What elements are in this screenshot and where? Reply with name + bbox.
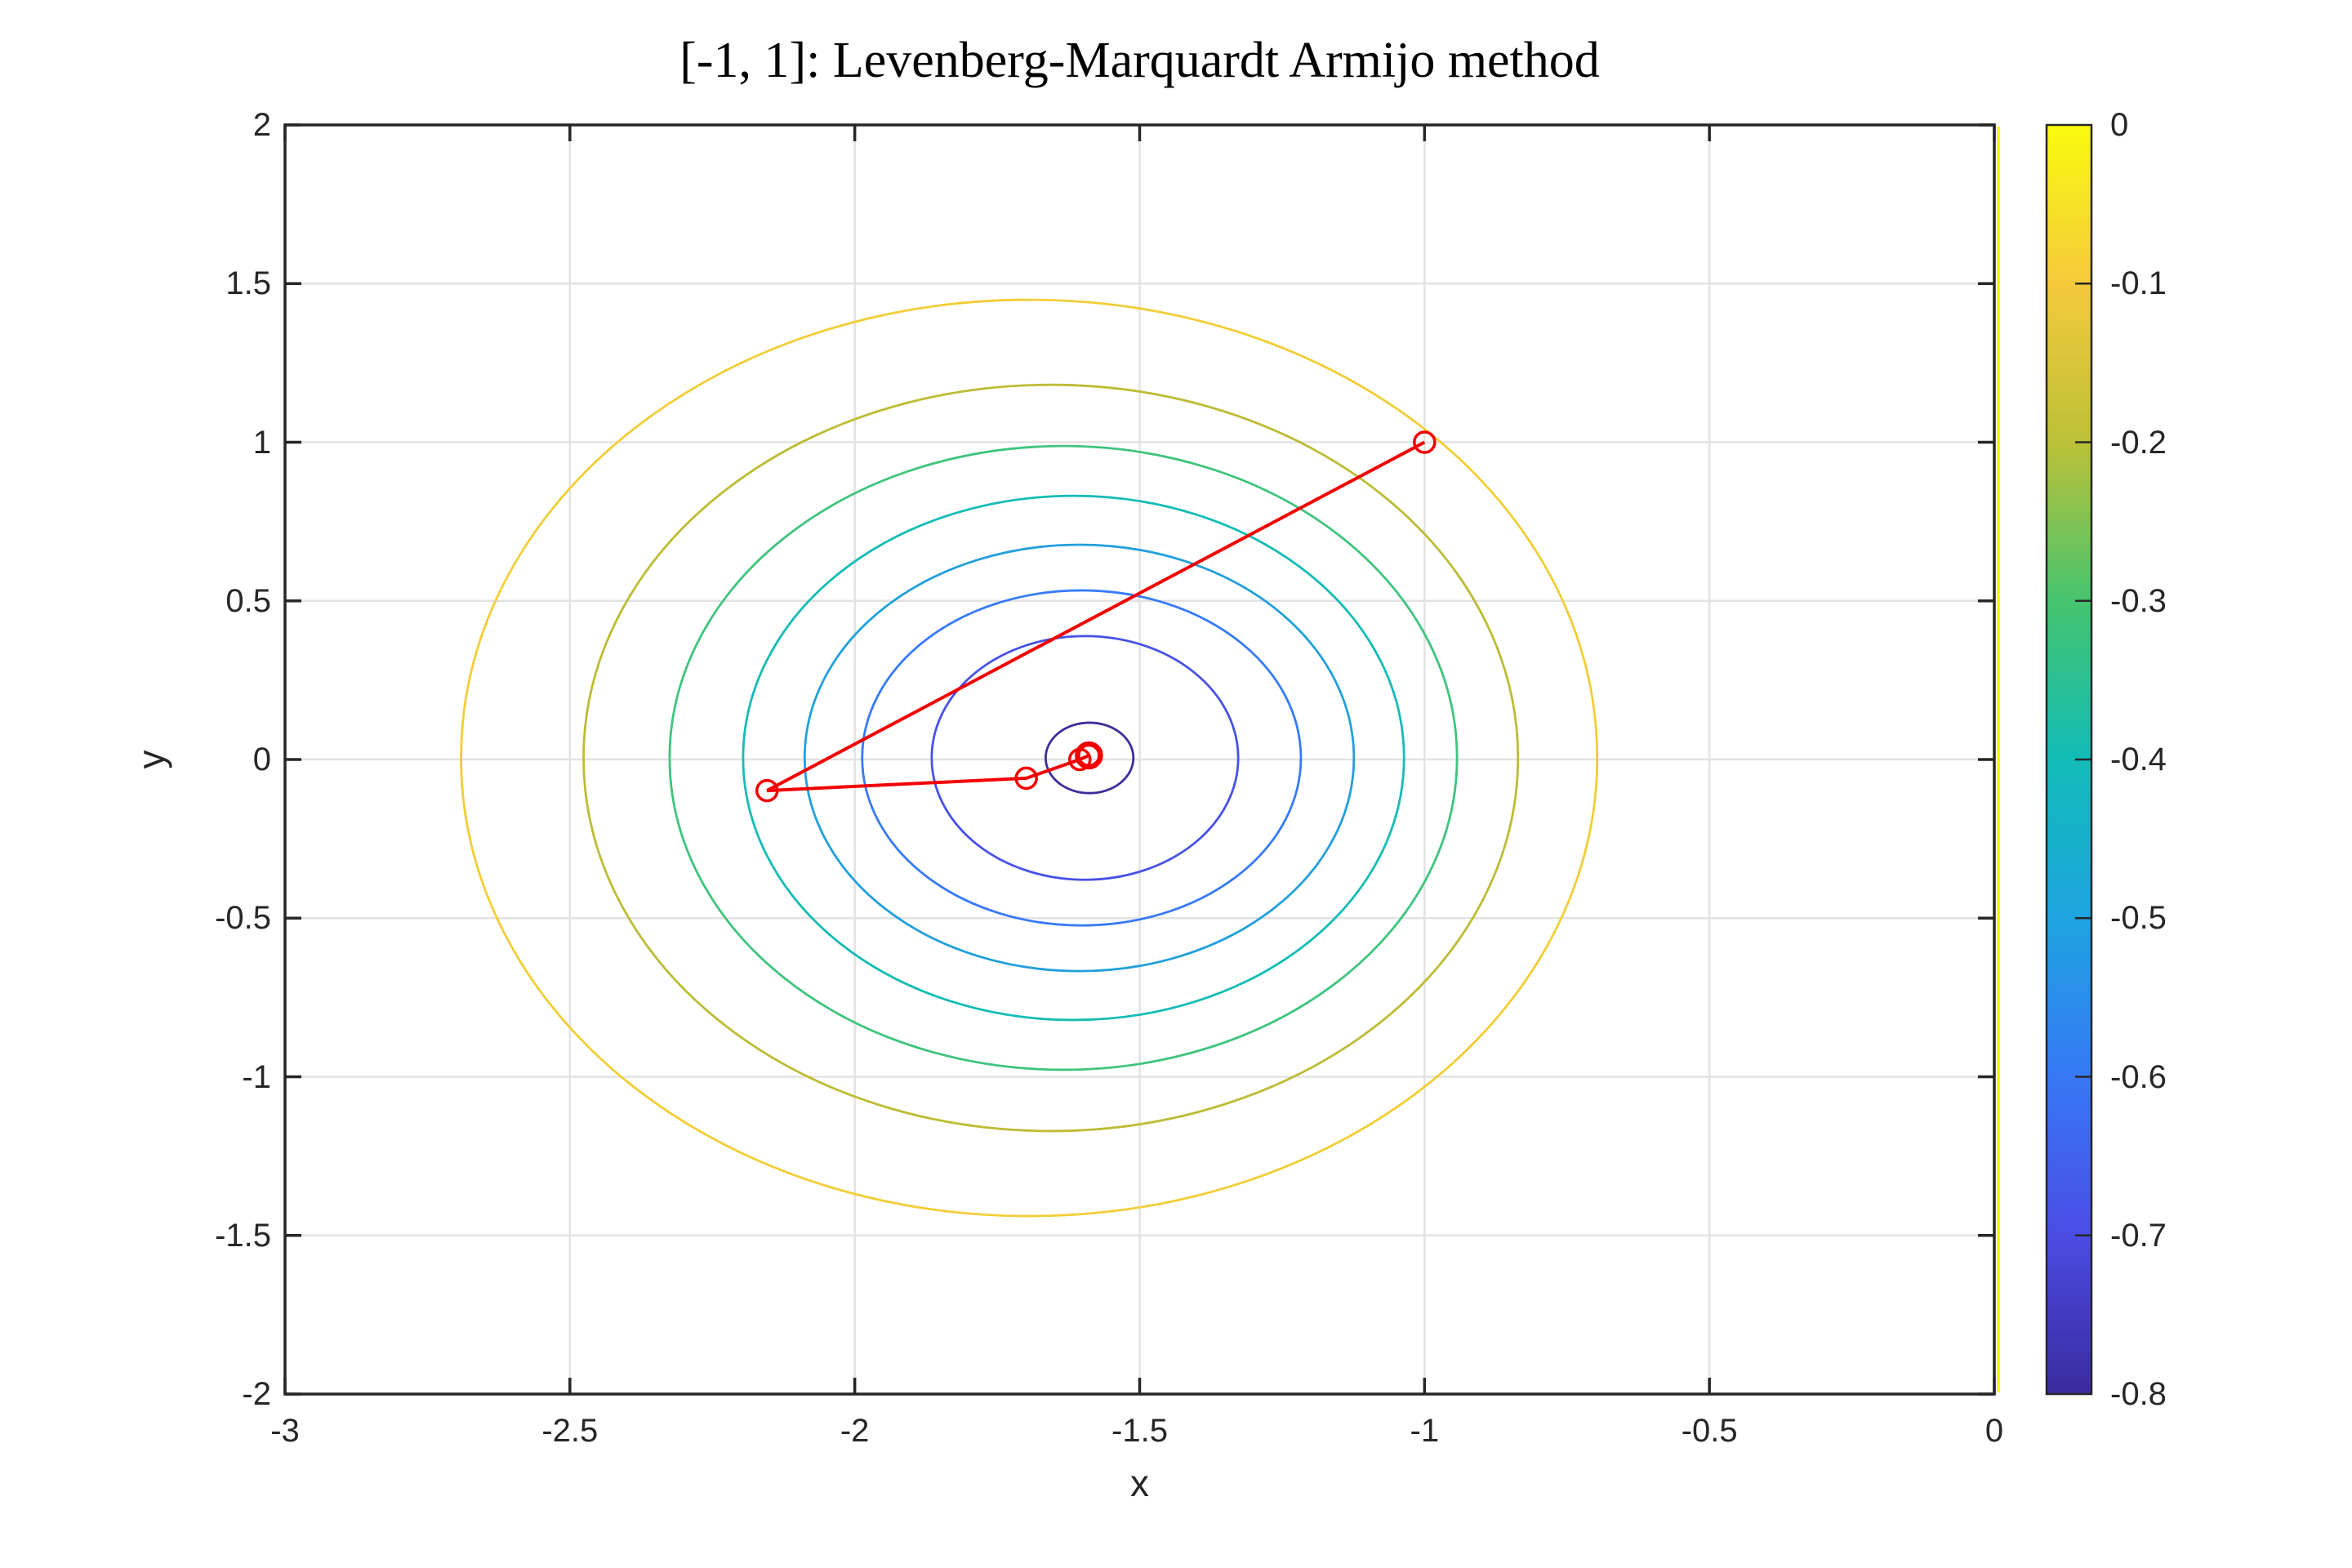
contour-ring xyxy=(742,494,1405,1022)
path-marker xyxy=(1014,766,1038,791)
colorbar-tick-label: 0 xyxy=(2110,107,2129,143)
x-tick-label: -1.5 xyxy=(1111,1413,1168,1449)
colorbar-tick-label: -0.2 xyxy=(2110,424,2167,461)
contour-ring xyxy=(668,444,1459,1071)
contour-ring xyxy=(460,298,1599,1218)
y-tick-label: 0 xyxy=(252,742,271,777)
x-tick-label: -1 xyxy=(1410,1413,1440,1449)
optimization-path xyxy=(766,440,1426,793)
path-marker xyxy=(1413,430,1437,454)
y-tick-label: -2 xyxy=(242,1376,271,1412)
plot-title: [-1, 1]: Levenberg-Marquardt Armijo meth… xyxy=(679,33,1600,88)
y-tick-label: 2 xyxy=(252,107,271,143)
colorbar-tick-label: -0.5 xyxy=(2110,900,2167,937)
contour-ring xyxy=(582,383,1520,1133)
y-tick-label: 1.5 xyxy=(225,265,271,302)
path-final-marker xyxy=(1075,741,1103,770)
x-tick-label: 0 xyxy=(1984,1413,2004,1449)
contour-ring xyxy=(930,635,1240,881)
x-axis-label: x xyxy=(1130,1462,1149,1504)
y-tick-label: 1 xyxy=(252,424,271,461)
y-tick-label: -0.5 xyxy=(215,900,271,937)
y-tick-label: -1 xyxy=(242,1058,271,1095)
contour-ring xyxy=(1044,721,1135,795)
colorbar-tick-label: -0.1 xyxy=(2110,265,2167,302)
y-tick-label: 0.5 xyxy=(225,582,271,619)
y-tick-label: -1.5 xyxy=(215,1217,271,1254)
colorbar-tick-label: -0.4 xyxy=(2110,742,2167,777)
colorbar-tick-label: -0.6 xyxy=(2110,1058,2167,1095)
colorbar-tick-label: -0.8 xyxy=(2110,1376,2167,1412)
colorbar-tick-label: -0.3 xyxy=(2110,582,2167,619)
contour-ring xyxy=(861,589,1303,927)
x-tick-label: -0.5 xyxy=(1681,1413,1738,1449)
colorbar-tick-label: -0.7 xyxy=(2110,1217,2167,1254)
x-tick-label: -3 xyxy=(270,1413,300,1449)
contour-ring xyxy=(803,543,1356,973)
x-tick-label: -2 xyxy=(840,1413,870,1449)
x-tick-label: -2.5 xyxy=(541,1413,599,1449)
path-marker xyxy=(755,778,779,803)
